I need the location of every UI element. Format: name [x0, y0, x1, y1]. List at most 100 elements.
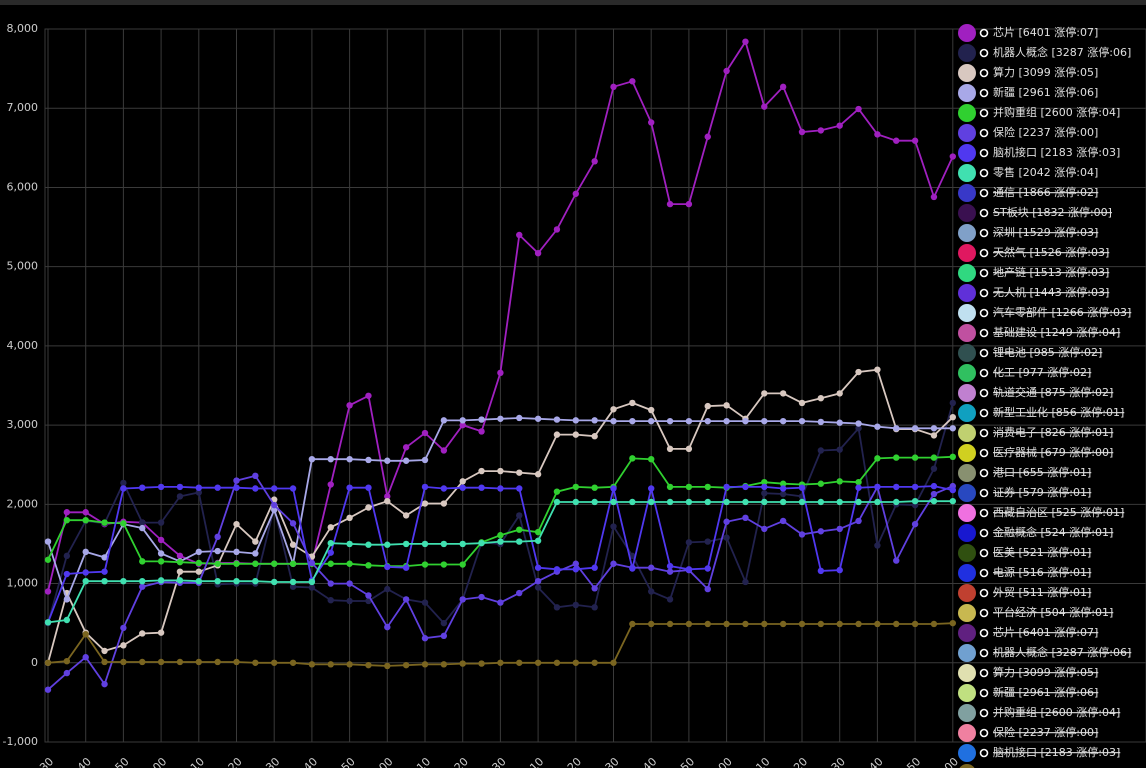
legend-swatch[interactable]: [958, 464, 976, 482]
legend-label[interactable]: 汽车零部件 [1266 涨停:03]: [993, 305, 1131, 319]
legend-swatch[interactable]: [958, 24, 976, 42]
legend-swatch[interactable]: [958, 384, 976, 402]
legend-label[interactable]: 保险 [2237 涨停:00]: [993, 725, 1098, 739]
legend-label[interactable]: 芯片 [6401 涨停:07]: [993, 25, 1098, 39]
legend-label[interactable]: 零售 [2042 涨停:04]: [993, 165, 1098, 179]
legend-label[interactable]: 新型工业化 [856 涨停:01]: [993, 405, 1124, 419]
legend-label[interactable]: 锂电池 [985 涨停:02]: [993, 345, 1102, 359]
legend-label[interactable]: 化工 [977 涨停:02]: [993, 365, 1091, 379]
legend-label[interactable]: 轨道交通 [875 涨停:02]: [993, 385, 1113, 399]
legend-swatch[interactable]: [958, 644, 976, 662]
data-point: [742, 417, 749, 425]
legend-label[interactable]: 港口 [655 涨停:01]: [993, 465, 1091, 479]
legend-swatch[interactable]: [958, 604, 976, 622]
legend-label[interactable]: 无人机 [1443 涨停:03]: [993, 285, 1109, 299]
legend-icon: [979, 288, 989, 298]
legend-swatch[interactable]: [958, 44, 976, 62]
legend-swatch[interactable]: [958, 124, 976, 142]
data-point: [176, 493, 184, 500]
legend-swatch[interactable]: [958, 764, 976, 768]
data-point: [365, 484, 372, 491]
legend-swatch[interactable]: [958, 264, 976, 282]
legend-swatch[interactable]: [958, 704, 976, 722]
data-point: [497, 467, 504, 475]
legend-icon: [979, 408, 989, 418]
legend-swatch[interactable]: [958, 544, 976, 562]
legend-swatch[interactable]: [958, 484, 976, 502]
legend-label[interactable]: 机器人概念 [3287 涨停:06]: [993, 45, 1131, 59]
legend-label[interactable]: 并购重组 [2600 涨停:04]: [993, 105, 1120, 119]
data-point: [893, 557, 900, 564]
legend-label[interactable]: 脑机接口 [2183 涨停:03]: [993, 745, 1120, 759]
data-point: [874, 131, 881, 138]
legend-label[interactable]: 通信 [1866 涨停:02]: [993, 185, 1098, 199]
legend-label[interactable]: 电源 [516 涨停:01]: [993, 565, 1091, 579]
legend-label[interactable]: 芯片 [6401 涨停:07]: [993, 625, 1098, 639]
legend-swatch[interactable]: [958, 204, 976, 222]
legend-swatch[interactable]: [958, 64, 976, 82]
legend-swatch[interactable]: [958, 344, 976, 362]
legend-swatch[interactable]: [958, 184, 976, 202]
legend-label[interactable]: 金融概念 [524 涨停:01]: [993, 525, 1113, 539]
legend-label[interactable]: 医美 [521 涨停:01]: [993, 545, 1091, 559]
legend-swatch[interactable]: [958, 744, 976, 762]
legend-swatch[interactable]: [958, 724, 976, 742]
legend-label[interactable]: ST板块 [1832 涨停:00]: [993, 205, 1112, 219]
data-point: [365, 456, 372, 464]
legend-label[interactable]: 脑机接口 [2183 涨停:03]: [993, 145, 1120, 159]
data-point: [327, 481, 334, 488]
legend-swatch[interactable]: [958, 444, 976, 462]
legend-swatch[interactable]: [958, 324, 976, 342]
legend-swatch[interactable]: [958, 404, 976, 422]
legend-swatch[interactable]: [958, 524, 976, 542]
legend-swatch[interactable]: [958, 564, 976, 582]
legend-label[interactable]: 保险 [2237 涨停:00]: [993, 125, 1098, 139]
data-point: [685, 417, 693, 425]
legend-label[interactable]: 证券 [579 涨停:01]: [993, 485, 1091, 499]
legend-swatch[interactable]: [958, 424, 976, 442]
data-point: [459, 421, 466, 429]
data-point: [572, 431, 579, 438]
legend-label[interactable]: 算力 [3099 涨停:05]: [993, 665, 1098, 679]
legend-label[interactable]: 西藏自治区 [525 涨停:01]: [993, 505, 1124, 519]
data-point: [779, 417, 787, 425]
legend-swatch[interactable]: [958, 364, 976, 382]
legend-swatch[interactable]: [958, 104, 976, 122]
legend-label[interactable]: 机器人概念 [3287 涨停:06]: [993, 645, 1131, 659]
legend-label[interactable]: 地产链 [1513 涨停:03]: [993, 265, 1109, 279]
data-point: [44, 619, 52, 626]
legend-swatch[interactable]: [958, 144, 976, 162]
legend-label[interactable]: 医疗器械 [679 涨停:00]: [993, 445, 1113, 459]
legend-swatch[interactable]: [958, 224, 976, 242]
legend-label[interactable]: 并购重组 [2600 涨停:04]: [993, 705, 1120, 719]
data-point: [798, 399, 806, 407]
legend-swatch[interactable]: [958, 624, 976, 642]
data-point: [648, 620, 655, 628]
legend-label[interactable]: 新疆 [2961 涨停:06]: [993, 685, 1098, 699]
data-point: [440, 661, 448, 668]
legend-swatch[interactable]: [958, 244, 976, 262]
legend-icon: [979, 548, 989, 558]
legend-label[interactable]: 平台经济 [504 涨停:01]: [993, 605, 1113, 619]
data-point: [82, 577, 89, 585]
legend-label[interactable]: 基础建设 [1249 涨停:04]: [993, 325, 1120, 339]
legend-label[interactable]: 消费电子 [826 涨停:01]: [993, 425, 1113, 439]
legend-label[interactable]: 深圳 [1529 涨停:03]: [993, 225, 1098, 239]
legend-swatch[interactable]: [958, 84, 976, 102]
legend-swatch[interactable]: [958, 304, 976, 322]
legend-label[interactable]: 天然气 [1526 涨停:03]: [993, 245, 1109, 259]
legend-swatch[interactable]: [958, 664, 976, 682]
legend-label[interactable]: 外贸 [511 涨停:01]: [993, 585, 1091, 599]
data-point: [139, 658, 146, 666]
legend-swatch[interactable]: [958, 504, 976, 522]
data-point: [459, 417, 466, 424]
legend-label[interactable]: 新疆 [2961 涨停:06]: [993, 85, 1098, 99]
legend-label[interactable]: 算力 [3099 涨停:05]: [993, 65, 1098, 79]
legend-swatch[interactable]: [958, 584, 976, 602]
legend-swatch[interactable]: [958, 284, 976, 302]
data-point: [139, 577, 146, 585]
data-point: [421, 540, 429, 548]
legend-swatch[interactable]: [958, 684, 976, 702]
data-point: [195, 577, 202, 585]
legend-swatch[interactable]: [958, 164, 976, 182]
